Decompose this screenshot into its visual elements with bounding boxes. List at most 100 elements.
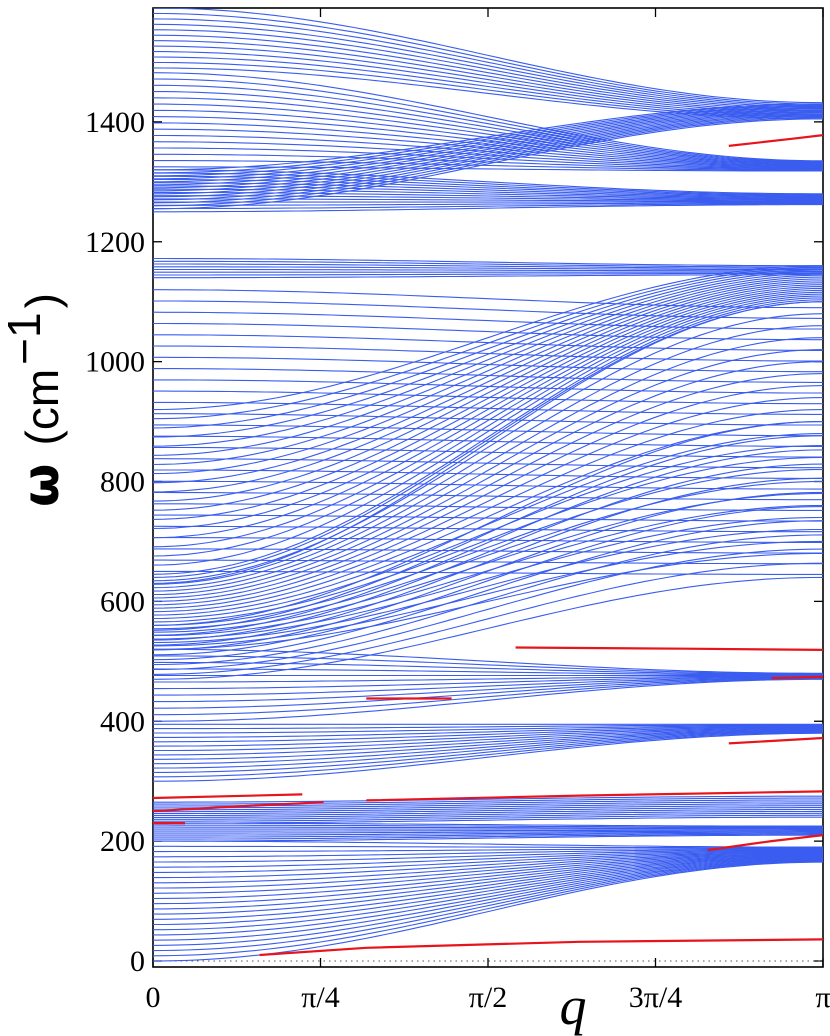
band-curve xyxy=(153,72,823,162)
band-curve xyxy=(153,368,823,383)
band-curve xyxy=(153,435,823,447)
band-curve xyxy=(153,855,823,910)
band-curve xyxy=(153,824,823,828)
band-curve xyxy=(153,397,823,606)
band-curve xyxy=(153,97,823,165)
band-curve xyxy=(153,810,823,818)
band-curve xyxy=(153,421,823,626)
band-curve xyxy=(153,56,823,117)
band-curve xyxy=(153,851,823,884)
band-curve xyxy=(153,300,823,319)
band-curve xyxy=(153,845,823,849)
band-curve xyxy=(153,128,823,168)
band-curve xyxy=(153,801,823,809)
band-curve xyxy=(153,103,823,165)
band-curve xyxy=(153,491,823,501)
band-curve xyxy=(153,677,823,703)
band-curve xyxy=(153,282,823,493)
band-curve xyxy=(153,732,823,778)
y-tick-label: 0 xyxy=(130,945,145,978)
band-curve xyxy=(153,648,823,674)
band-curve xyxy=(153,726,823,743)
band-curve xyxy=(153,514,823,522)
band-curve xyxy=(153,289,823,530)
band-curve xyxy=(153,266,823,271)
band-curve xyxy=(153,109,823,186)
x-tick-label: 0 xyxy=(146,981,161,1014)
band-curve xyxy=(153,677,823,709)
band-curve xyxy=(153,857,823,931)
band-curve xyxy=(153,421,823,613)
band-curve xyxy=(153,852,823,889)
band-curve xyxy=(153,826,823,829)
band-curve xyxy=(153,278,823,475)
band-curve xyxy=(153,191,823,201)
x-tick-label: π xyxy=(815,981,830,1014)
band-curve xyxy=(153,185,823,199)
band-curve xyxy=(153,182,823,198)
band-curve xyxy=(153,51,823,116)
y-tick-label: 400 xyxy=(100,705,145,738)
band-curve xyxy=(153,822,823,827)
band-curve xyxy=(153,676,823,696)
band-curve xyxy=(153,469,823,479)
band-curve xyxy=(153,849,823,868)
band-curve xyxy=(153,18,823,107)
band-curve xyxy=(153,29,823,110)
band-curve xyxy=(153,67,823,120)
band-curve xyxy=(153,856,823,926)
y-tick-label: 200 xyxy=(100,825,145,858)
band-curve xyxy=(153,109,823,166)
band-curve xyxy=(153,833,823,840)
band-curve xyxy=(153,178,823,197)
band-curve xyxy=(153,727,823,752)
band-curve xyxy=(153,291,823,539)
x-tick-label: π/2 xyxy=(469,981,507,1014)
band-curve xyxy=(153,295,823,557)
band-curve xyxy=(153,463,823,641)
band-curve xyxy=(153,860,823,952)
band-curve xyxy=(153,268,823,272)
band-curve xyxy=(153,175,823,197)
y-tick-label: 1400 xyxy=(85,106,145,139)
band-curve xyxy=(153,116,823,167)
band-curve xyxy=(153,859,823,946)
band-curve xyxy=(153,516,823,640)
band-curve xyxy=(153,655,823,675)
axis-labels: ω (cm −1 ) q xyxy=(0,293,587,1036)
band-curve xyxy=(153,198,823,202)
band-curve xyxy=(153,803,823,811)
band-curve xyxy=(153,274,823,456)
band-curve xyxy=(153,286,823,511)
band-curve xyxy=(153,830,823,834)
band-curve xyxy=(153,361,823,596)
band-curve xyxy=(153,272,823,276)
band-curve xyxy=(153,831,823,836)
band-curve xyxy=(153,204,823,213)
band-curve xyxy=(153,284,823,502)
band-curve xyxy=(153,265,823,411)
localized-mode-curve xyxy=(515,646,823,651)
band-curve xyxy=(153,166,823,172)
band-curve xyxy=(153,729,823,765)
localized-mode-curve xyxy=(366,790,823,802)
band-curve xyxy=(153,816,823,824)
y-axis-unit-close: ) xyxy=(16,293,68,308)
band-curve xyxy=(153,301,823,584)
band-curve xyxy=(153,676,823,690)
band-curve xyxy=(153,293,823,548)
localized-mode-curve xyxy=(728,134,823,147)
band-curve xyxy=(153,8,823,104)
band-curve xyxy=(153,576,823,680)
y-axis-label: ω (cm −1 ) xyxy=(0,293,70,507)
band-curve xyxy=(153,334,823,351)
band-curve xyxy=(153,570,823,575)
band-curve xyxy=(153,299,823,575)
band-curve xyxy=(153,855,823,915)
band-curve xyxy=(153,661,823,675)
band-curve xyxy=(153,34,823,111)
band-curve xyxy=(153,528,823,644)
band-curve xyxy=(153,276,823,466)
band-curve xyxy=(153,409,823,609)
